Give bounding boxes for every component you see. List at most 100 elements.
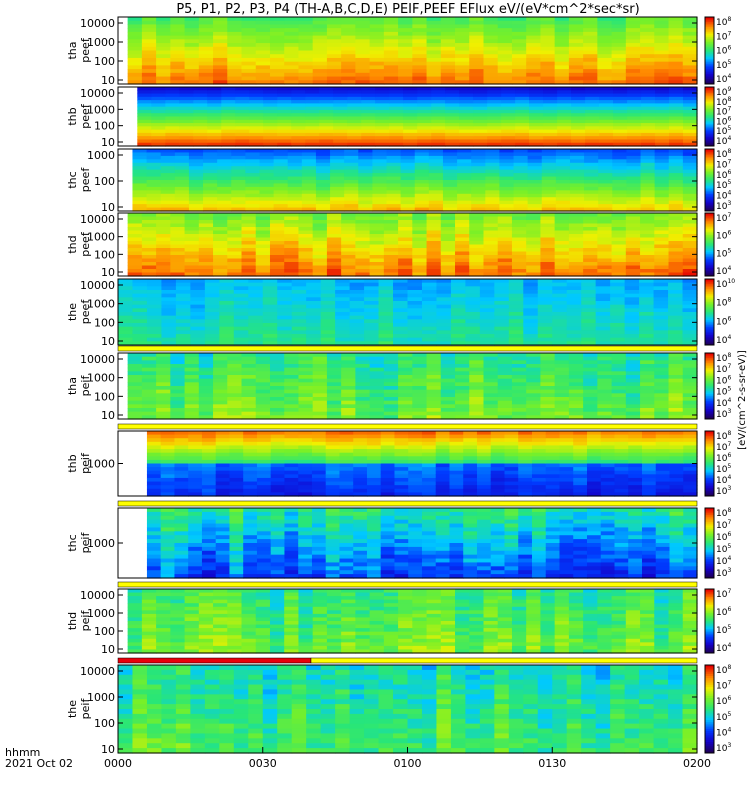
spectrogram-cell (626, 186, 642, 191)
panel-ylabel: tha peif (66, 375, 92, 397)
colorbar-cell (705, 239, 714, 242)
spectrogram-cell (612, 149, 628, 154)
spectrogram-cell (445, 136, 460, 141)
spectrogram-cell (213, 230, 228, 235)
spectrogram-cell (668, 159, 684, 164)
spectrogram-cell (571, 96, 586, 101)
spectrogram-cell (540, 382, 556, 387)
spectrogram-cell (566, 293, 582, 298)
spectrogram-cell (611, 262, 627, 267)
spectrogram-cell (146, 304, 163, 309)
spectrogram-cell (349, 312, 365, 317)
spectrogram-cell (198, 251, 214, 256)
spectrogram-cell (241, 80, 257, 85)
spectrogram-cell (270, 474, 286, 479)
spectrogram-cell (298, 31, 314, 37)
spectrogram-cell (668, 180, 684, 185)
spectrogram-cell (583, 20, 598, 26)
spectrogram-cell (227, 258, 243, 263)
spectrogram-cell (341, 389, 356, 394)
spectrogram-cell (568, 69, 584, 74)
spectrogram-cell (683, 116, 698, 121)
spectrogram-cell (355, 248, 371, 253)
spectrogram-cell (540, 262, 556, 267)
spectrogram-cell (421, 282, 438, 287)
spectrogram-cell (146, 452, 162, 457)
spectrogram-cell (682, 251, 698, 256)
spectrogram-cell (198, 382, 214, 387)
spectrogram-cell (554, 408, 570, 413)
spectrogram-cell (497, 265, 513, 270)
spectrogram-cell (312, 43, 328, 48)
spectrogram-cell (513, 207, 529, 212)
spectrogram-cell (355, 360, 371, 365)
spectrogram-cell (355, 265, 371, 270)
spectrogram-cell (326, 31, 342, 37)
spectrogram-cell (231, 149, 246, 154)
spectrogram-cell (597, 54, 613, 59)
spectrogram-cell (193, 123, 208, 127)
spectrogram-cell (259, 152, 275, 157)
spectrogram-cell (291, 142, 306, 147)
spectrogram-cell (127, 24, 143, 29)
spectrogram-cell (455, 371, 470, 376)
spectrogram-cell (403, 90, 418, 95)
spectrogram-cell (312, 378, 328, 383)
colorbar-cell (705, 290, 714, 293)
spectrogram-cell (217, 159, 232, 164)
spectrogram-cell (273, 200, 289, 205)
spectrogram-cell (554, 39, 570, 44)
spectrogram-cell (204, 293, 220, 298)
spectrogram-cell (568, 356, 584, 361)
spectrogram-cell (127, 262, 143, 267)
spectrogram-cell (583, 382, 598, 387)
spectrogram-cell (497, 80, 513, 85)
spectrogram-cell (255, 404, 271, 409)
spectrogram-cell (188, 200, 204, 205)
spectrogram-cell (653, 330, 669, 335)
spectrogram-cell (284, 57, 300, 63)
spectrogram-cell (581, 326, 597, 331)
spectrogram-cell (469, 367, 485, 372)
spectrogram-cell (127, 269, 143, 274)
spectrogram-cell (355, 404, 371, 409)
spectrogram-cell (255, 223, 271, 228)
spectrogram-cell (469, 72, 485, 78)
spectrogram-cell (227, 371, 243, 376)
spectrogram-cell (165, 139, 180, 144)
spectrogram-cell (654, 169, 670, 174)
spectrogram-cell (612, 169, 628, 174)
spectrogram-cell (378, 312, 394, 317)
spectrogram-cell (146, 207, 162, 212)
spectrogram-cell (366, 474, 382, 479)
spectrogram-cell (597, 46, 613, 52)
spectrogram-cell (326, 397, 342, 402)
spectrogram-cell (611, 220, 627, 225)
spectrogram-cell (190, 337, 206, 342)
colorbar-tick-label: 1010 (716, 278, 735, 290)
spectrogram-cell (179, 90, 194, 95)
spectrogram-cell (640, 397, 655, 402)
spectrogram-cell (465, 341, 481, 346)
spectrogram-cell (668, 334, 684, 339)
spectrogram-cell (569, 186, 585, 191)
spectrogram-cell (426, 24, 442, 29)
colorbar-cell (705, 87, 714, 89)
colorbar-cell (705, 53, 714, 57)
spectrogram-cell (569, 166, 585, 171)
spectrogram-cell (315, 183, 331, 188)
spectrogram-cell (277, 312, 293, 317)
spectrogram-cell (298, 367, 314, 372)
spectrogram-cell (479, 282, 495, 287)
spectrogram-cell (627, 123, 642, 127)
spectrogram-cell (221, 106, 236, 111)
spectrogram-cell (571, 136, 586, 141)
y-tick-label: 10000 (80, 87, 115, 100)
spectrogram-cell (339, 459, 354, 465)
spectrogram-cell (455, 248, 470, 253)
spectrogram-cell (682, 326, 698, 331)
spectrogram-cell (160, 434, 176, 439)
spectrogram-cell (640, 24, 655, 29)
spectrogram-cell (325, 467, 341, 472)
spectrogram-cell (312, 251, 328, 256)
